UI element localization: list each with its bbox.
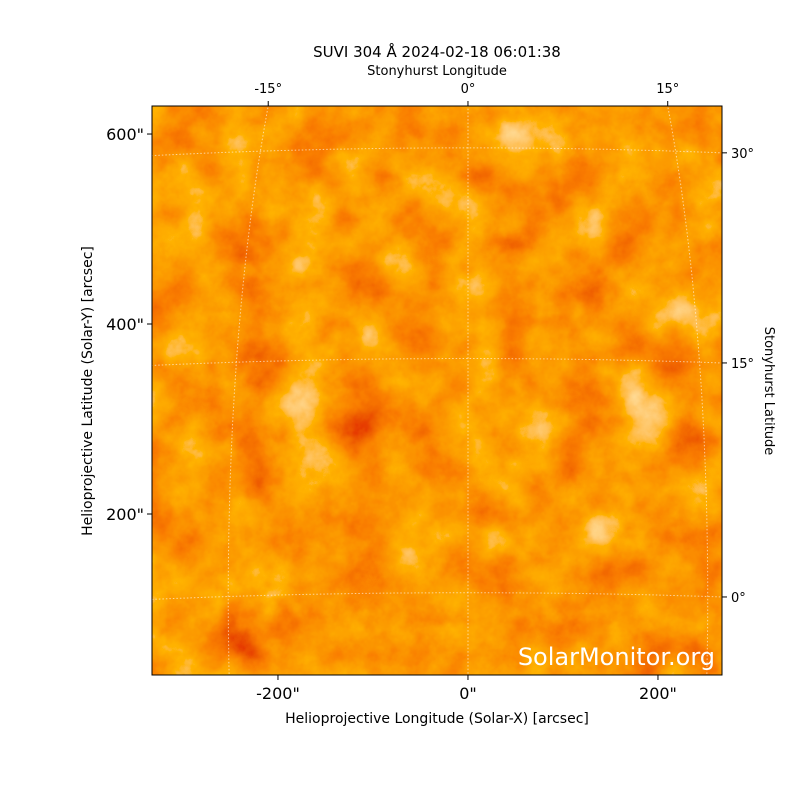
x-tick-label: -200" — [256, 684, 300, 703]
top-tick-label: -15° — [254, 82, 282, 97]
y-tick-label: 400" — [106, 315, 144, 334]
top-axis-label: Stonyhurst Longitude — [367, 64, 507, 79]
top-tick-label: 15° — [656, 82, 679, 97]
right-tick-label: 30° — [731, 147, 754, 162]
y-tick-label: 200" — [106, 505, 144, 524]
right-axis-label: Stonyhurst Latitude — [761, 327, 776, 456]
x-tick-label: 0" — [459, 684, 477, 703]
y-tick-label: 600" — [106, 125, 144, 144]
chart-title: SUVI 304 Å 2024-02-18 06:01:38 — [313, 42, 561, 61]
latitude-grid-line — [152, 592, 722, 600]
plot-frame — [151, 105, 723, 676]
coordinate-grid — [0, 0, 800, 758]
right-tick-label: 15° — [731, 357, 754, 372]
watermark: SolarMonitor.org — [518, 643, 715, 671]
y-axis-label: Helioprojective Latitude (Solar-Y) [arcs… — [80, 246, 96, 536]
right-tick-label: 0° — [731, 591, 746, 606]
top-tick-label: 0° — [461, 82, 476, 97]
x-axis-label: Helioprojective Longitude (Solar-X) [arc… — [285, 711, 589, 727]
solar-image — [152, 106, 722, 675]
x-tick-label: 200" — [639, 684, 677, 703]
